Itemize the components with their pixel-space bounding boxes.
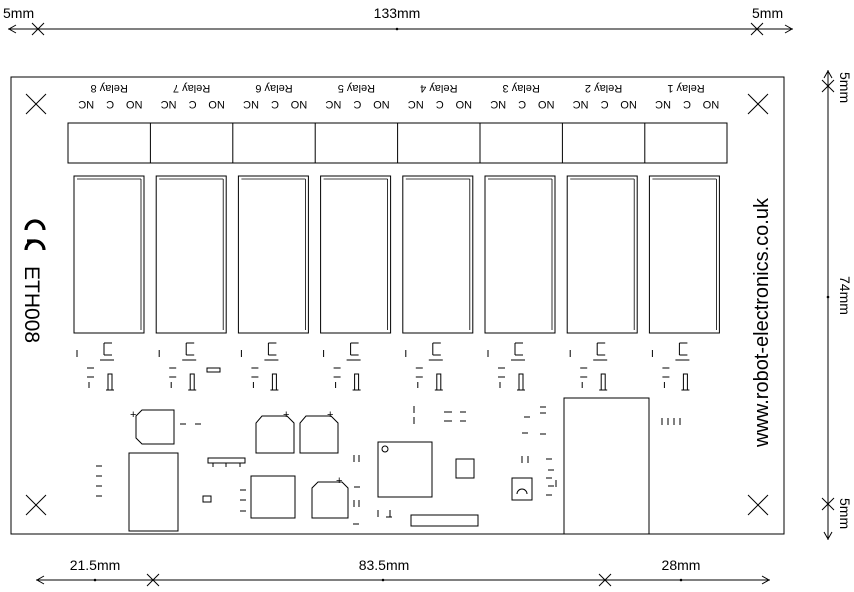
pin-label: C — [189, 98, 197, 110]
relay-name: Relay 5 — [338, 82, 375, 94]
dim-bottom-middle: 83.5mm — [359, 557, 410, 573]
capacitor — [255, 415, 295, 454]
mounting-hole — [747, 93, 769, 115]
pin-label: NC — [408, 98, 424, 110]
header-strip — [410, 514, 479, 527]
right-dimension: 5mm 74mm 5mm — [821, 69, 853, 541]
transistor — [432, 342, 441, 356]
relay-body — [484, 175, 556, 334]
transistor — [185, 342, 195, 356]
relay-name: Relay 7 — [173, 82, 210, 94]
diode — [518, 373, 524, 391]
microcontroller-chip — [377, 441, 433, 498]
model-label: ETH008 — [20, 266, 43, 343]
transistor — [350, 342, 359, 356]
pin-label: C — [106, 98, 114, 110]
mounting-hole — [25, 494, 47, 516]
power-connector — [128, 452, 179, 532]
transistor — [103, 342, 112, 356]
dim-right-bottom: 5mm — [837, 498, 853, 529]
pin-label: NC — [161, 98, 177, 110]
dim-right-middle: 74mm — [837, 276, 853, 315]
diode — [107, 373, 113, 391]
pin-label: NC — [655, 98, 671, 110]
dim-top-center: 133mm — [374, 5, 421, 21]
diode — [271, 373, 277, 391]
diode — [600, 373, 606, 391]
pin-label: NC — [573, 98, 589, 110]
pin-label: C — [271, 98, 279, 110]
pin-label: NC — [78, 98, 94, 110]
svg-text:+: + — [283, 409, 289, 421]
svg-text:+: + — [130, 409, 136, 421]
relay-name: Relay 6 — [255, 82, 292, 94]
transistor — [514, 342, 523, 356]
svg-text:+: + — [327, 409, 333, 421]
relay-body — [566, 175, 638, 334]
transistor — [678, 342, 688, 356]
relay-body — [155, 175, 227, 334]
diode — [189, 373, 195, 391]
website-label: www.robot-electronics.co.uk — [751, 197, 773, 448]
diode — [682, 373, 688, 391]
regulator — [250, 475, 296, 519]
pin-label: NO — [126, 98, 143, 110]
smd-components — [96, 406, 681, 525]
pin-label: C — [518, 98, 526, 110]
dim-bottom-right: 28mm — [662, 557, 701, 573]
transistor — [596, 342, 606, 356]
pin-label: NO — [373, 98, 390, 110]
relay-body — [648, 175, 720, 334]
ethernet-connector — [563, 397, 650, 535]
ce-mark — [24, 219, 46, 251]
relay-name: Relay 3 — [503, 82, 540, 94]
pin-label: NO — [455, 98, 472, 110]
pin-label: NC — [325, 98, 341, 110]
mounting-hole — [25, 93, 47, 115]
top-dimension: 5mm 133mm 5mm — [3, 5, 794, 36]
mounting-hole — [747, 494, 769, 516]
pin-label: NC — [243, 98, 259, 110]
relay-body — [237, 175, 309, 334]
capacitor — [299, 415, 339, 454]
relay-name: Relay 2 — [585, 82, 622, 94]
capacitor — [311, 481, 349, 519]
transistor — [267, 342, 277, 356]
pin-label: NO — [208, 98, 225, 110]
pin-label: NC — [490, 98, 506, 110]
dim-bottom-left: 21.5mm — [70, 557, 121, 573]
pin-label: C — [436, 98, 444, 110]
pin-label: C — [601, 98, 609, 110]
diode — [436, 373, 442, 391]
pin-label: NO — [290, 98, 307, 110]
relay-body — [320, 175, 392, 334]
led — [202, 495, 212, 503]
pin-label: C — [353, 98, 361, 110]
relay-name: Relay 8 — [91, 82, 128, 94]
dim-top-left: 5mm — [3, 5, 34, 21]
svg-text:+: + — [336, 475, 342, 487]
relay-body — [73, 175, 145, 334]
capacitor — [135, 409, 175, 445]
crystal — [455, 458, 475, 479]
pin-label: NO — [620, 98, 637, 110]
resistor — [206, 367, 221, 373]
relay-name: Relay 1 — [667, 82, 704, 94]
pin-label: NO — [538, 98, 555, 110]
relay-body — [402, 175, 474, 334]
pin-label: NO — [702, 98, 719, 110]
component-area: + + + + — [128, 397, 650, 535]
diode — [354, 373, 360, 391]
relay-group: Relay 8 NC C NO Relay 7 NC C NO Relay 6 NC C NO Rela… — [73, 82, 720, 391]
board-outline — [10, 76, 785, 535]
sensor — [511, 477, 533, 501]
relay-name: Relay 4 — [420, 82, 457, 94]
switch — [207, 457, 246, 464]
dim-right-top: 5mm — [837, 72, 853, 103]
bottom-dimension: 21.5mm 83.5mm 28mm — [35, 557, 771, 587]
dim-top-right: 5mm — [752, 5, 783, 21]
pin-label: C — [683, 98, 691, 110]
